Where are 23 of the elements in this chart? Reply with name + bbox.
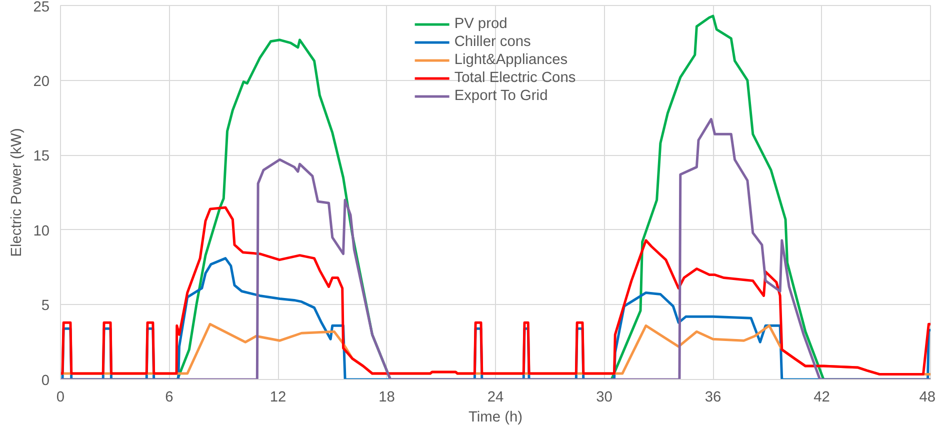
y-tick-label: 10 [33, 223, 50, 240]
x-tick-label: 0 [56, 390, 65, 406]
x-tick-label: 48 [919, 390, 936, 406]
y-tick-label: 20 [33, 74, 50, 90]
y-tick-label: 5 [41, 298, 50, 314]
x-tick-label: 12 [270, 390, 286, 406]
line-series [60, 206, 930, 376]
legend-label: Total Electric Cons [454, 69, 576, 87]
y-tick-label: 25 [33, 0, 50, 16]
y-tick-label: 0 [41, 373, 50, 389]
legend-label: Light&Appliances [454, 51, 568, 69]
x-axis-title: Time (h) [468, 410, 523, 426]
x-tick-label: 24 [487, 390, 504, 406]
x-tick-label: 6 [165, 390, 174, 406]
x-tick-label: 30 [596, 390, 612, 406]
x-tick-label: 18 [378, 390, 395, 406]
legend-label: Export To Grid [454, 87, 548, 105]
x-tick-label: 42 [814, 390, 830, 406]
x-tick-label: 36 [704, 390, 722, 406]
legend-label: PV prod [454, 15, 508, 33]
y-tick-label: 15 [33, 148, 50, 165]
legend-label: Chiller cons [454, 33, 531, 51]
y-axis-title: Electric Power (kW) [9, 128, 26, 257]
